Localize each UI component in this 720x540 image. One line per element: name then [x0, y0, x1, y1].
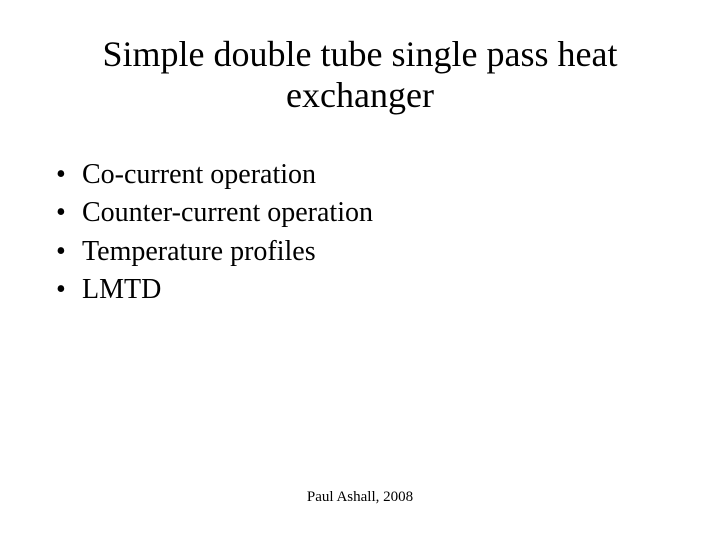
- bullet-icon: •: [56, 157, 82, 193]
- slide-footer: Paul Ashall, 2008: [0, 489, 720, 506]
- bullet-list: • Co-current operation • Counter-current…: [50, 157, 670, 309]
- bullet-icon: •: [56, 272, 82, 308]
- bullet-icon: •: [56, 195, 82, 231]
- bullet-icon: •: [56, 234, 82, 270]
- list-item: • Counter-current operation: [56, 195, 670, 231]
- slide: Simple double tube single pass heat exch…: [0, 0, 720, 540]
- bullet-text: Counter-current operation: [82, 195, 373, 231]
- bullet-text: Co-current operation: [82, 157, 316, 193]
- list-item: • Temperature profiles: [56, 234, 670, 270]
- bullet-text: Temperature profiles: [82, 234, 316, 270]
- bullet-text: LMTD: [82, 272, 161, 308]
- slide-title: Simple double tube single pass heat exch…: [50, 34, 670, 117]
- list-item: • LMTD: [56, 272, 670, 308]
- list-item: • Co-current operation: [56, 157, 670, 193]
